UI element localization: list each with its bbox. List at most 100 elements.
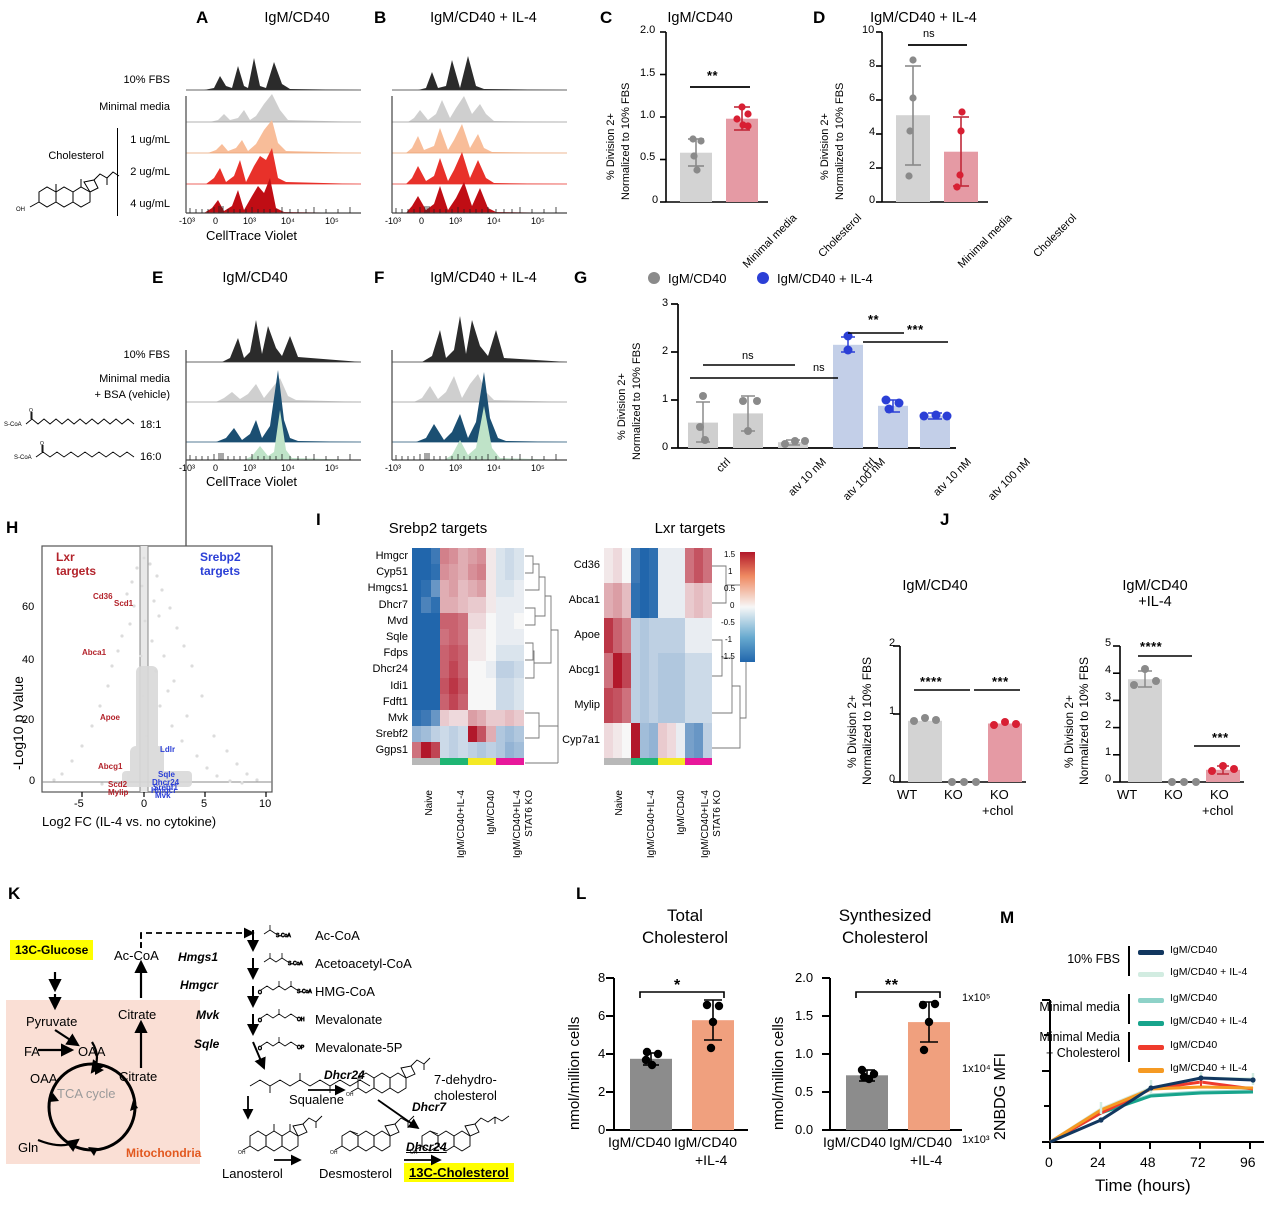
heatmap-cell — [458, 709, 468, 727]
heatmap-row-label: Abcg1 — [568, 664, 600, 676]
panel-a-histograms — [185, 58, 361, 214]
heatmap-cell — [514, 580, 524, 597]
heatmap-cell — [439, 596, 450, 613]
heatmap-row-label: Apoe — [574, 629, 600, 641]
panel-m-legend-divider-2 — [1128, 1032, 1130, 1062]
heatmap-srebp2-dendrogram — [525, 555, 559, 764]
svg-text:O: O — [40, 441, 44, 447]
heatmap-cell — [449, 645, 459, 662]
heatmap-cell — [486, 612, 496, 629]
panel-l-left-ytick-0: 0 — [598, 1122, 606, 1137]
heatmap-cell — [649, 618, 658, 653]
panel-m-legend-group-1: Minimal media — [1039, 1000, 1120, 1014]
panel-l-right-title-1: Synthesized — [838, 906, 932, 925]
heatmap-cell — [421, 661, 431, 678]
panel-b-histograms — [391, 56, 567, 214]
heatmap-cell — [495, 693, 505, 710]
heatmap-cell — [514, 693, 524, 710]
heatmap-cell — [421, 612, 431, 629]
heatmap-cell — [467, 596, 478, 613]
heatmap-row — [412, 628, 524, 646]
panel-m-xtick-2: 48 — [1140, 1154, 1156, 1170]
heatmap-group-colorbar — [412, 758, 524, 766]
heatmap-row-label: Ggps1 — [375, 744, 408, 757]
panel-letter-e: E — [152, 268, 164, 287]
svg-text:S-CoA: S-CoA — [297, 989, 312, 995]
svg-text:O: O — [258, 1046, 262, 1052]
panel-e-histograms — [185, 320, 361, 600]
panel-m-xtick-0: 0 — [1045, 1154, 1053, 1170]
heatmap-row — [412, 564, 524, 581]
heatmap-row-label: Cyp51 — [376, 566, 408, 579]
heatmap-cell — [421, 726, 431, 743]
panel-letter-d: D — [813, 8, 826, 27]
heatmap-row-label: Hmgcr — [375, 550, 408, 562]
heatmap-cell — [658, 583, 667, 618]
panel-c-ylabel-1: % Division 2+ — [605, 113, 617, 180]
heatmap-cell — [504, 677, 515, 694]
mitochondria-region — [6, 1000, 200, 1164]
heatmap-cell — [703, 653, 712, 688]
heatmap-cell — [477, 548, 487, 565]
colorbar-tick-2: 0.5 — [724, 584, 736, 593]
heatmap-cell — [430, 548, 440, 565]
heatmap-cell — [667, 548, 676, 583]
panel-j-right-sig-0: **** — [1140, 639, 1163, 654]
panel-l-left-sig: * — [674, 977, 681, 994]
panel-j-right-ytick-3: 3 — [1105, 691, 1112, 703]
heatmap-cell — [514, 612, 524, 629]
panel-f-xtick-3: 10⁴ — [487, 463, 501, 473]
heatmap-right-title: Lxr targets — [654, 520, 726, 537]
panel-l-right-sig: ** — [885, 977, 899, 994]
heatmap-cell — [694, 723, 703, 758]
heatmap-cell — [613, 583, 622, 618]
heatmap-cell — [477, 709, 487, 727]
heatmap-cell — [467, 612, 478, 629]
panel-b-title: IgM/CD40 + IL-4 — [430, 10, 537, 26]
node-oaa-1: OAA — [78, 1044, 106, 1059]
panel-m-legend-swatch-2 — [1138, 998, 1164, 1003]
panel-j-right-xtick-2b: +chol — [1202, 803, 1234, 818]
heatmap-cell — [467, 726, 478, 743]
panel-f-histograms — [391, 316, 567, 461]
heatmap-cell — [467, 709, 478, 727]
node-citrate-cyto: Citrate — [118, 1007, 157, 1022]
panel-a-xaxis-label: CellTrace Violet — [206, 228, 298, 243]
panel-a-xtick-3: 10⁴ — [281, 216, 295, 226]
panel-h-xaxis-label: Log2 FC (IL-4 vs. no cytokine) — [42, 814, 217, 829]
panel-g-xtick-4: atv 10 nM — [931, 456, 974, 499]
volcano-gene-cd36: Cd36 — [93, 592, 113, 601]
panel-l-right-ylabel: nmol/million cells — [770, 1016, 787, 1130]
colorbar-tick-4: -0.5 — [721, 618, 735, 627]
enzyme-arrow-dhcr24-a: Dhcr24 — [324, 1068, 365, 1082]
panel-d-chart — [876, 31, 988, 203]
metabolite-mevalonate-5p: Mevalonate-5P — [315, 1040, 403, 1055]
panel-j-left-ytick-2: 2 — [889, 637, 896, 649]
heatmap-cell — [412, 548, 422, 565]
heatmap-cell — [412, 709, 422, 727]
volcano-gene-srebf1: Srebf1 — [153, 783, 178, 792]
heatmap-cell — [495, 709, 505, 727]
heatmap-cell — [604, 583, 613, 618]
panel-d-ylabel-2: Normalized to 10% FBS — [834, 82, 846, 200]
heatmap-row-label: Cyp7a1 — [562, 734, 600, 746]
7-dehydrocholesterol-structure-icon: OH — [346, 1057, 431, 1098]
heatmap-cell — [412, 645, 422, 662]
heatmap-group-segment — [685, 758, 712, 765]
heatmap-cell — [658, 618, 667, 653]
heatmap-cell — [449, 677, 459, 694]
heatmap-cell — [439, 612, 450, 629]
panel-letter-a: A — [196, 8, 209, 27]
heatmap-cell — [458, 548, 468, 565]
heatmap-cell — [703, 548, 712, 583]
panel-m-legend-divider-1 — [1128, 994, 1130, 1024]
heatmap-cell — [477, 677, 487, 694]
heatmap-cell — [430, 677, 440, 694]
volcano-gene-scd2: Scd2 — [108, 780, 128, 789]
heatmap-cell — [439, 693, 450, 710]
panel-c-ylabel-2: Normalized to 10% FBS — [620, 82, 632, 200]
structure-label-13c-cholesterol: 13C-Cholesterol — [404, 1163, 514, 1182]
panel-l-right-xtick-1: IgM/CD40 — [889, 1134, 953, 1150]
heatmap-cell — [703, 618, 712, 653]
panel-k-metabolite-structures-icon: S-CoA S-CoA O S-CoA O OH O OP — [258, 925, 313, 1052]
